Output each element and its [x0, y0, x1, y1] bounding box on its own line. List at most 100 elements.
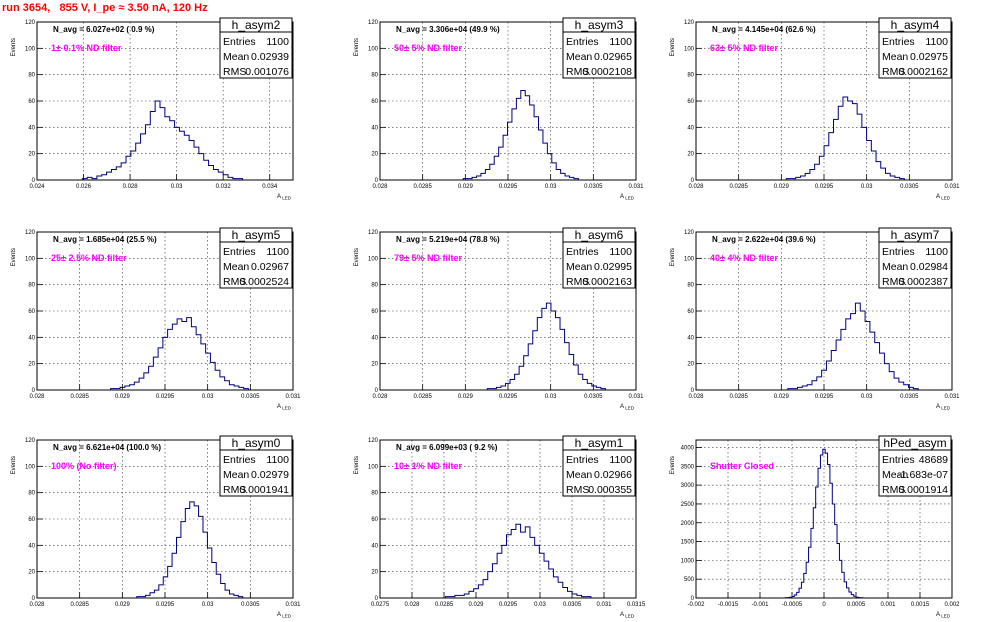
- x-tick-label: 0.028: [29, 394, 45, 400]
- stats-title: hPed_asym: [883, 436, 946, 450]
- stats-box: [878, 435, 952, 497]
- n-avg-label: N_avg = 2.622e+04 (39.6 %): [712, 235, 816, 244]
- stats-title: h_asym4: [891, 18, 940, 32]
- y-tick-label: 120: [25, 438, 36, 444]
- filter-label: 100% (No filter): [51, 461, 117, 471]
- stats-key: RMS: [566, 484, 589, 496]
- x-tick-label: 0.0295: [815, 184, 834, 190]
- stats-box: [219, 435, 293, 497]
- stats-value: 0.0002524: [239, 276, 289, 288]
- y-axis-title: Events: [670, 38, 676, 56]
- stats-box: [878, 227, 952, 289]
- x-tick-label: 0.0295: [499, 394, 518, 400]
- x-tick-label: 0.032: [216, 184, 232, 190]
- x-tick-label: 0.0295: [156, 602, 175, 608]
- stats-box: [562, 227, 636, 289]
- filter-label: 40± 4% ND filter: [710, 253, 778, 263]
- y-tick-label: 20: [28, 570, 35, 576]
- y-tick-label: 80: [371, 73, 378, 79]
- y-tick-label: 0: [375, 596, 379, 602]
- y-tick-label: 60: [28, 517, 35, 523]
- y-tick-label: 20: [371, 152, 378, 158]
- stats-key: RMS: [223, 276, 246, 288]
- stats-value: 0.0002387: [898, 276, 948, 288]
- stats-title: h_asym5: [232, 228, 281, 242]
- y-axis-title: Events: [11, 456, 17, 474]
- x-tick-label: 0.031: [628, 394, 644, 400]
- y-tick-label: 40: [28, 335, 35, 341]
- x-tick-label: 0.028: [688, 184, 704, 190]
- x-tick-label: 0.0285: [435, 602, 454, 608]
- stats-value: 1100: [609, 36, 632, 48]
- n-avg-label: N_avg = 6.027e+02 ( 0.9 %): [53, 25, 155, 34]
- panel-h_asym7: 0.028 0.0285 0.029 0.0295 0.03 0.0305 0.031 0 20…: [670, 227, 960, 411]
- stats-value: 1100: [609, 454, 632, 466]
- x-tick-label: 0.03: [545, 184, 557, 190]
- x-tick-label: 0.029: [115, 394, 131, 400]
- stats-key: RMS: [566, 66, 589, 78]
- stats-key: RMS: [566, 276, 589, 288]
- x-tick-label: 0.0305: [241, 394, 260, 400]
- y-axis-title: Events: [354, 456, 360, 474]
- y-tick-label: 20: [28, 362, 35, 368]
- y-tick-label: 60: [371, 517, 378, 523]
- x-tick-label: 0.0275: [371, 602, 390, 608]
- n-avg-label: N_avg = 3.306e+04 (49.9 %): [396, 25, 500, 34]
- stats-value: 0.02975: [910, 51, 948, 63]
- filter-label: 50± 5% ND filter: [394, 43, 462, 53]
- x-tick-label: 0.031: [285, 602, 301, 608]
- x-axis-title: A LED: [277, 612, 292, 619]
- stats-title: h_asym3: [575, 18, 624, 32]
- n-avg-label: N_avg = 4.145e+04 (62.6 %): [712, 25, 816, 34]
- x-tick-label: 0.0295: [499, 602, 518, 608]
- histogram-line: [462, 89, 579, 180]
- x-tick-label: 0.001: [880, 602, 896, 608]
- y-tick-label: 0: [32, 178, 36, 184]
- x-tick-label: 0.031: [285, 394, 301, 400]
- y-tick-label: 2500: [681, 502, 695, 508]
- x-tick-label: 0.03: [202, 394, 214, 400]
- y-tick-label: 0: [691, 596, 695, 602]
- stats-key: Mean: [566, 51, 592, 63]
- x-tick-label: 0.028: [372, 184, 388, 190]
- stats-key: Entries: [223, 454, 256, 466]
- y-tick-label: 80: [687, 283, 694, 289]
- x-tick-label: 0.031: [628, 184, 644, 190]
- stats-value: 0.02966: [594, 469, 632, 481]
- n-avg-label: N_avg = 6.099e+03 ( 9.2 %): [396, 443, 498, 452]
- y-tick-label: 120: [684, 230, 695, 236]
- stats-title: h_asym1: [575, 436, 624, 450]
- x-tick-label: -0.0015: [718, 602, 739, 608]
- panel-h_asym3: 0.028 0.0285 0.029 0.0295 0.03 0.0305 0.031 0 20…: [354, 17, 644, 201]
- y-tick-label: 100: [368, 256, 379, 262]
- x-tick-label: 0.0295: [815, 394, 834, 400]
- x-tick-label: 0.0295: [499, 184, 518, 190]
- x-tick-label: 0.0305: [584, 184, 603, 190]
- x-tick-label: 0.0315: [627, 602, 646, 608]
- y-tick-label: 20: [687, 362, 694, 368]
- n-avg-label: N_avg = 6.621e+04 (100.0 %): [53, 443, 161, 452]
- y-tick-label: 80: [687, 73, 694, 79]
- x-tick-label: 0.0305: [584, 394, 603, 400]
- y-tick-label: 80: [28, 283, 35, 289]
- y-tick-label: 40: [371, 125, 378, 131]
- x-tick-label: 0.0305: [900, 184, 919, 190]
- stats-value: 1100: [266, 36, 289, 48]
- stats-value: 1100: [266, 246, 289, 258]
- x-axis-title: A LED: [936, 194, 951, 201]
- y-tick-label: 1000: [681, 558, 695, 564]
- y-tick-label: 100: [368, 464, 379, 470]
- x-tick-label: 0.034: [262, 184, 278, 190]
- x-tick-label: 0.029: [774, 394, 790, 400]
- y-tick-label: 100: [25, 464, 36, 470]
- y-tick-label: 120: [368, 20, 379, 26]
- y-axis-title: Events: [670, 456, 676, 474]
- panel-h_asym1: 0.0275 0.028 0.0285 0.029 0.0295 0.03 0.0305 0.…: [354, 435, 646, 619]
- x-tick-label: 0.028: [123, 184, 139, 190]
- stats-key: Entries: [882, 454, 915, 466]
- stats-title: h_asym2: [232, 18, 281, 32]
- stats-key: Mean: [223, 51, 249, 63]
- x-tick-label: 0.03: [534, 602, 546, 608]
- x-tick-label: 0.0305: [563, 602, 582, 608]
- y-axis-title: Events: [354, 38, 360, 56]
